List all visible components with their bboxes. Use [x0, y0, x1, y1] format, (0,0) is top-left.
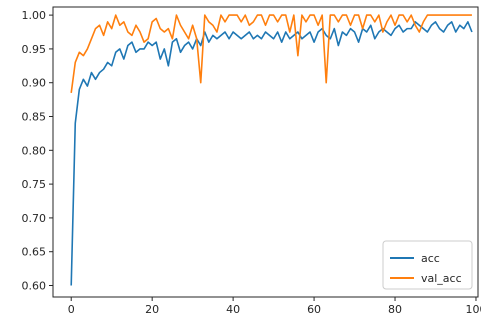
series-line-acc: [70, 21, 473, 286]
legend-label-acc: acc: [421, 252, 440, 265]
y-tick-label: 1.00: [22, 9, 47, 22]
y-tick-label: 0.65: [22, 246, 47, 259]
y-tick-label: 0.70: [22, 212, 47, 225]
legend: acc val_acc: [382, 240, 473, 290]
y-tick-label: 0.60: [22, 280, 47, 293]
y-tick-label: 0.80: [22, 144, 47, 157]
y-tick-label: 0.75: [22, 178, 47, 191]
series-line-val-acc: [70, 14, 472, 93]
x-tick-label: 0: [68, 303, 75, 316]
x-tick-label: 40: [226, 303, 240, 316]
y-axis: 0.60 0.65 0.70 0.75 0.80 0.85 0.90 0.95 1.00: [22, 9, 53, 293]
x-tick-label: 60: [307, 303, 321, 316]
x-tick-label: 80: [388, 303, 402, 316]
y-tick-label: 0.90: [22, 77, 47, 90]
x-tick-label: 20: [145, 303, 159, 316]
x-axis: 0 20 40 60 80 100: [68, 297, 481, 316]
y-tick-label: 0.85: [22, 111, 47, 124]
y-tick-label: 0.95: [22, 43, 47, 56]
x-tick-label: 100: [465, 303, 481, 316]
series-layer: [70, 14, 473, 286]
legend-label-val-acc: val_acc: [421, 272, 462, 285]
